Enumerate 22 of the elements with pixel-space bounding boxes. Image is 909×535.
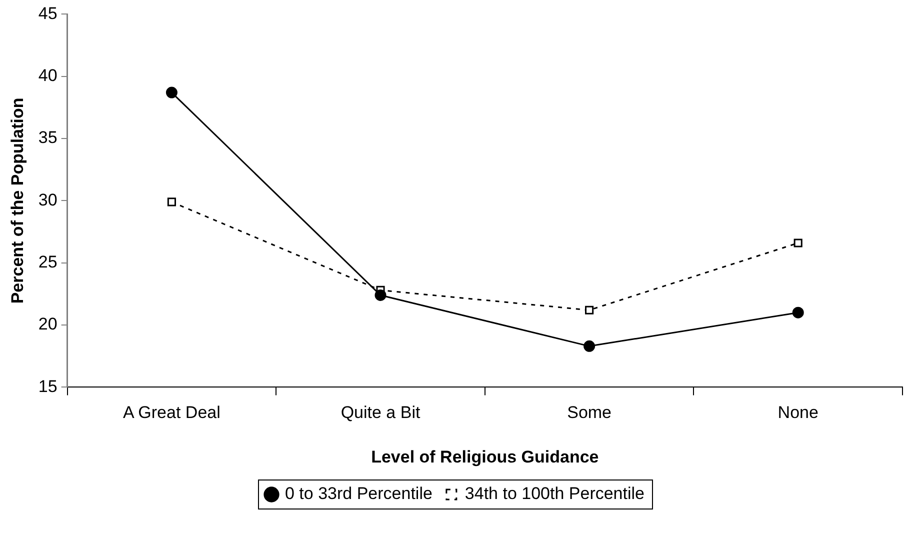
y-axis-title: Percent of the Population	[8, 98, 27, 304]
point	[792, 306, 804, 318]
legend-label: 34th to 100th Percentile	[464, 484, 645, 504]
legend-label: 0 to 33rd Percentile	[285, 484, 432, 504]
y-tick-label: 35	[38, 128, 58, 148]
y-tick-label: 15	[38, 376, 58, 396]
point	[167, 198, 176, 206]
point	[584, 340, 596, 352]
x-tick-label: None	[778, 403, 818, 422]
point	[166, 86, 178, 98]
y-tick-label: 25	[38, 252, 58, 272]
x-tick-label: A Great Deal	[123, 403, 220, 422]
x-tick-label: Quite a Bit	[340, 403, 420, 422]
y-tick-label: 45	[38, 4, 58, 23]
point	[374, 289, 386, 301]
point	[585, 306, 594, 314]
point	[794, 238, 802, 248]
x-tick-label: Some	[567, 403, 612, 422]
y-tick-label: 40	[38, 66, 58, 86]
y-tick-label: 30	[38, 190, 58, 210]
y-tick-label: 20	[38, 314, 58, 334]
x-axis-title: Level of Religious Guidance	[371, 447, 599, 466]
